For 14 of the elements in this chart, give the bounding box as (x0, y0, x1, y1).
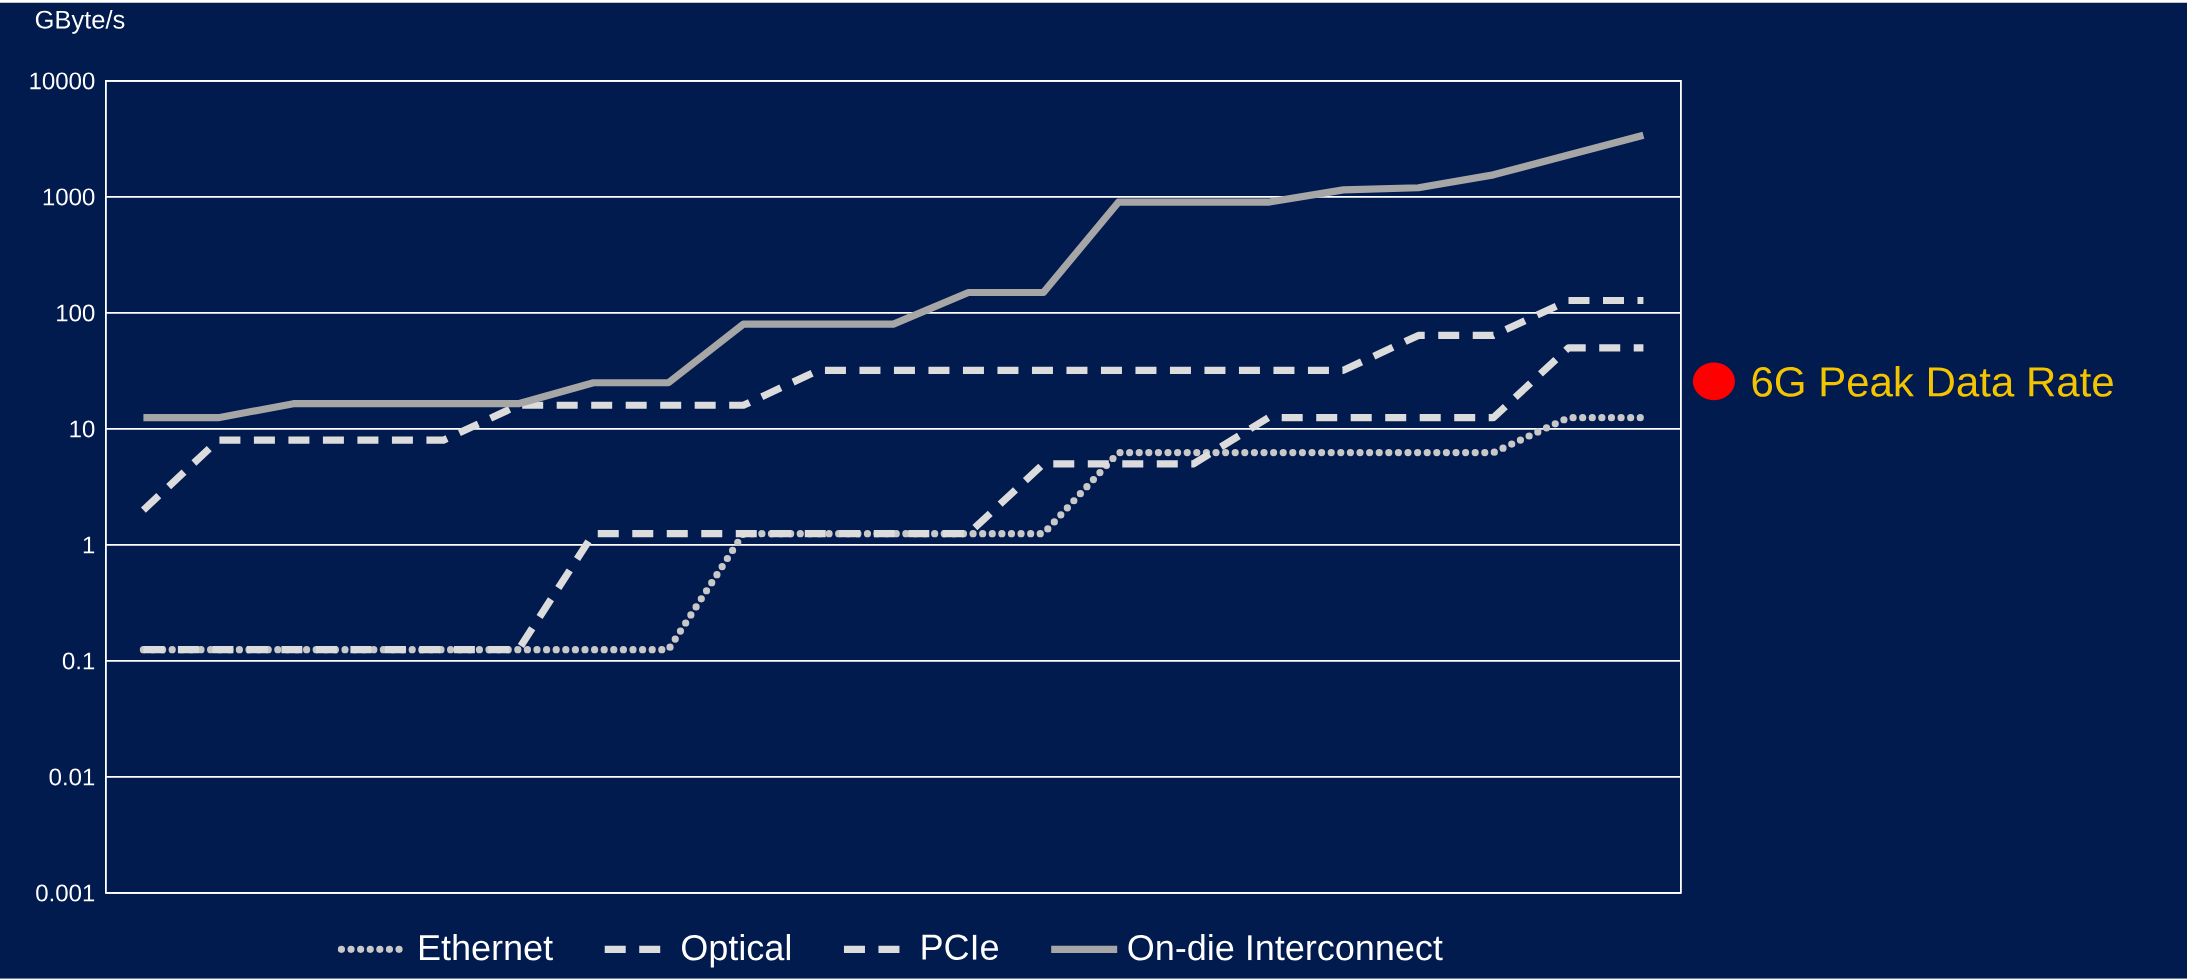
y-tick-label: 1000 (43, 188, 95, 206)
y-tick-label: 10000 (30, 72, 95, 90)
y-tick-label: 100 (57, 304, 95, 322)
y-tick-label: 10 (70, 420, 95, 438)
text: 6G Peak Data Rate (1752, 366, 2113, 397)
y-tick-label: 0.1 (62, 652, 95, 670)
y-axis-title: GByte/s (35, 10, 125, 34)
legend-label: PCIe (922, 934, 998, 961)
legend-label: On-die Interconnect (1128, 934, 1443, 961)
legend-label: Ethernet (420, 934, 553, 961)
y-tick-label: 1 (83, 536, 95, 554)
legend-label: Optical (682, 934, 790, 968)
y-tick-label: 0.01 (49, 768, 95, 786)
y-tick-label: 0.001 (36, 884, 95, 902)
